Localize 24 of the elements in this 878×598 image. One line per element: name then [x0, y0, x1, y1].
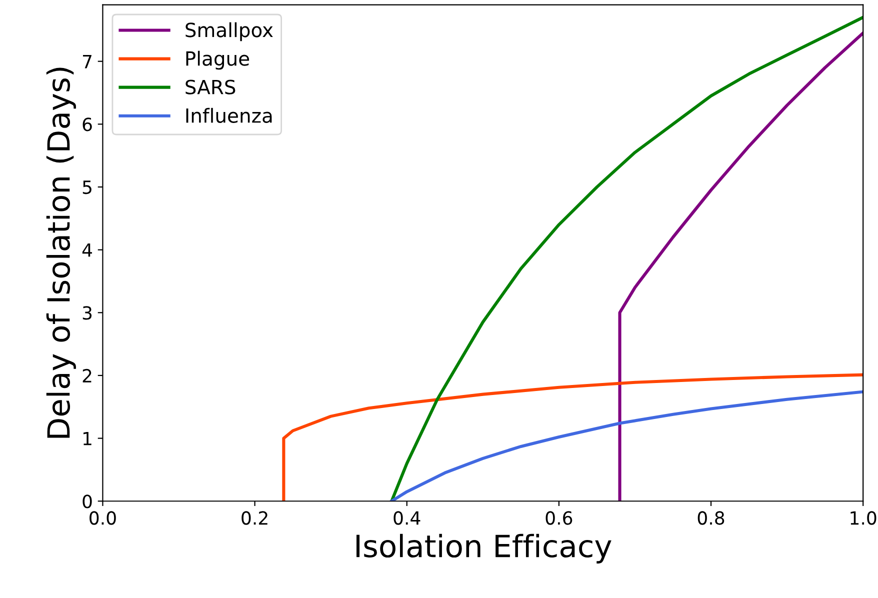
line-series	[390, 390, 864, 502]
x-tick-label: 0.4	[394, 511, 420, 525]
x-axis-title: Isolation Efficacy	[356, 534, 612, 564]
y-tick-label: 7	[82, 55, 92, 68]
y-tick-label: 3	[82, 306, 92, 320]
y-tick-label: 0	[82, 494, 92, 508]
x-tick-label: 1.0	[850, 511, 876, 525]
x-tick-label: 0.6	[546, 511, 572, 525]
line-series	[282, 373, 864, 502]
legend-label: Plague	[186, 50, 250, 70]
legend-label: Influenza	[186, 108, 272, 123]
line-series	[390, 16, 864, 502]
x-tick-label: 0.8	[698, 511, 724, 525]
y-tick-label: 5	[82, 180, 92, 194]
y-axis-title: Delay of Isolation (Days)	[46, 68, 76, 438]
y-tick-label: 4	[82, 244, 92, 257]
legend-label: SARS	[186, 80, 236, 94]
x-tick-label: 0.0	[90, 511, 116, 525]
line-series	[618, 32, 864, 502]
y-tick-label: 2	[82, 368, 92, 382]
x-tick-label: 0.2	[242, 511, 268, 525]
legend-label: Smallpox	[186, 22, 273, 42]
y-tick-label: 6	[82, 118, 92, 132]
y-tick-label: 1	[84, 432, 92, 446]
